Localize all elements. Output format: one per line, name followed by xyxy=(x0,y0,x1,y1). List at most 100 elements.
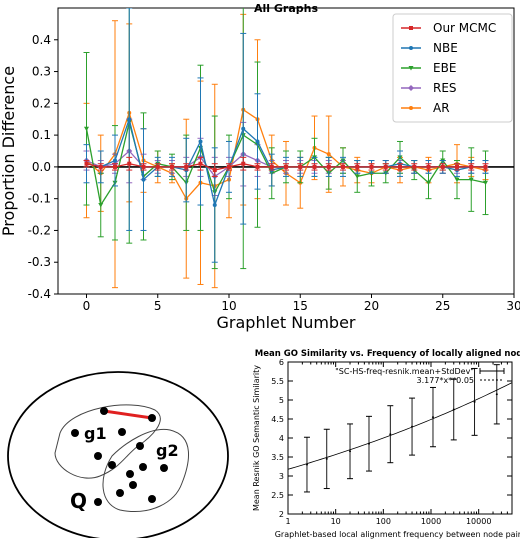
legend-label: EBE xyxy=(433,61,456,75)
plot-area xyxy=(288,362,512,514)
x-tick-label: 10 xyxy=(331,517,341,526)
data-point xyxy=(127,162,131,166)
data-point xyxy=(327,165,331,169)
chart-title: All Graphs xyxy=(254,2,318,15)
y-tick-label: 0.4 xyxy=(32,33,51,47)
y-tick-label: -0.1 xyxy=(28,192,51,206)
node xyxy=(71,429,79,437)
go-similarity-chart: Mean GO Similarity vs. Frequency of loca… xyxy=(248,338,520,539)
data-point xyxy=(142,178,146,182)
y-tick-label: 0.2 xyxy=(32,96,51,110)
x-tick-label: 20 xyxy=(364,299,379,313)
x-axis-label: Graphlet Number xyxy=(217,313,356,332)
x-tick-label: 25 xyxy=(435,299,450,313)
data-point xyxy=(484,165,488,169)
y-tick-label: 4.5 xyxy=(271,415,284,424)
legend-label: NBE xyxy=(433,41,458,55)
data-point xyxy=(270,165,274,169)
data-point xyxy=(241,127,245,131)
node xyxy=(108,461,116,469)
legend-label: RES xyxy=(433,81,457,95)
data-point xyxy=(427,165,431,169)
y-tick-label: 3.5 xyxy=(271,453,284,462)
node xyxy=(148,414,156,422)
legend: Our MCMC NBE EBE RES AR xyxy=(393,14,512,122)
data-point xyxy=(349,450,351,452)
data-point xyxy=(453,409,455,411)
y-tick-label: 0.0 xyxy=(32,160,51,174)
data-point xyxy=(398,165,402,169)
data-point xyxy=(469,165,473,169)
data-point xyxy=(99,165,103,169)
node xyxy=(94,452,102,460)
x-tick-label: 30 xyxy=(506,299,520,313)
data-point xyxy=(127,117,131,121)
x-tick-label: 100 xyxy=(376,517,391,526)
data-point xyxy=(327,152,331,156)
legend-marker xyxy=(409,106,413,110)
y-tick-label: -0.2 xyxy=(28,223,51,237)
data-point xyxy=(85,162,89,166)
data-point xyxy=(113,165,117,169)
data-point xyxy=(199,139,203,143)
data-point xyxy=(241,162,245,166)
legend-label: "SC-HS-freq-resnik.mean+StdDev" xyxy=(335,367,474,376)
legend-label: AR xyxy=(433,101,450,115)
data-point xyxy=(496,393,498,395)
aligned-edge xyxy=(104,411,152,418)
data-point xyxy=(474,401,476,403)
y-tick-label: 0.1 xyxy=(32,128,51,142)
graphlet-diagram: g1 g2 Q xyxy=(0,338,248,538)
legend-marker xyxy=(409,26,413,30)
legend-marker xyxy=(409,46,413,50)
data-point xyxy=(389,433,391,435)
node xyxy=(139,463,147,471)
y-axis-label: Proportion Difference xyxy=(0,66,18,236)
data-point xyxy=(227,165,231,169)
top-chart: All Graphs 0 5 10 15 20 25 30-0.4-0.3-0.2-0.10… xyxy=(0,0,520,335)
y-axis-label: Mean Resnik GO Semantic Similarity xyxy=(252,365,261,511)
x-axis-label: Graphlet-based local alignment frequency… xyxy=(275,530,520,539)
y-tick-label: 6 xyxy=(279,358,284,367)
data-point xyxy=(199,162,203,166)
node xyxy=(118,428,126,436)
data-point xyxy=(256,165,260,169)
x-tick-label: 0 xyxy=(83,299,91,313)
data-point xyxy=(341,165,345,169)
node xyxy=(94,498,102,506)
y-tick-label: 5 xyxy=(279,396,284,405)
node xyxy=(116,489,124,497)
data-point xyxy=(156,165,160,169)
node xyxy=(129,481,137,489)
node xyxy=(148,495,156,503)
data-point xyxy=(306,464,308,466)
data-point xyxy=(455,165,459,169)
data-point xyxy=(441,165,445,169)
node xyxy=(136,442,144,450)
legend-label: 3.177*x**0.05 xyxy=(417,376,474,385)
y-tick-label: 5.5 xyxy=(271,377,284,386)
y-tick-label: -0.3 xyxy=(28,255,51,269)
label-q: Q xyxy=(70,489,87,513)
label-g2: g2 xyxy=(156,441,179,460)
node xyxy=(126,470,134,478)
y-tick-label: 0.3 xyxy=(32,65,51,79)
data-point xyxy=(368,443,370,445)
data-point xyxy=(213,168,217,172)
label-g1: g1 xyxy=(84,424,107,443)
data-point xyxy=(170,165,174,169)
y-tick-label: 3 xyxy=(279,472,284,481)
data-point xyxy=(142,165,146,169)
data-point xyxy=(256,139,260,143)
data-point xyxy=(384,165,388,169)
data-point xyxy=(213,203,217,207)
node xyxy=(100,407,108,415)
x-tick-label: 5 xyxy=(154,299,162,313)
legend-label: Our MCMC xyxy=(433,21,496,35)
data-point xyxy=(298,165,302,169)
data-point xyxy=(313,165,317,169)
data-point xyxy=(370,165,374,169)
data-point xyxy=(284,165,288,169)
data-point xyxy=(432,416,434,418)
y-tick-label: 4 xyxy=(279,434,284,443)
